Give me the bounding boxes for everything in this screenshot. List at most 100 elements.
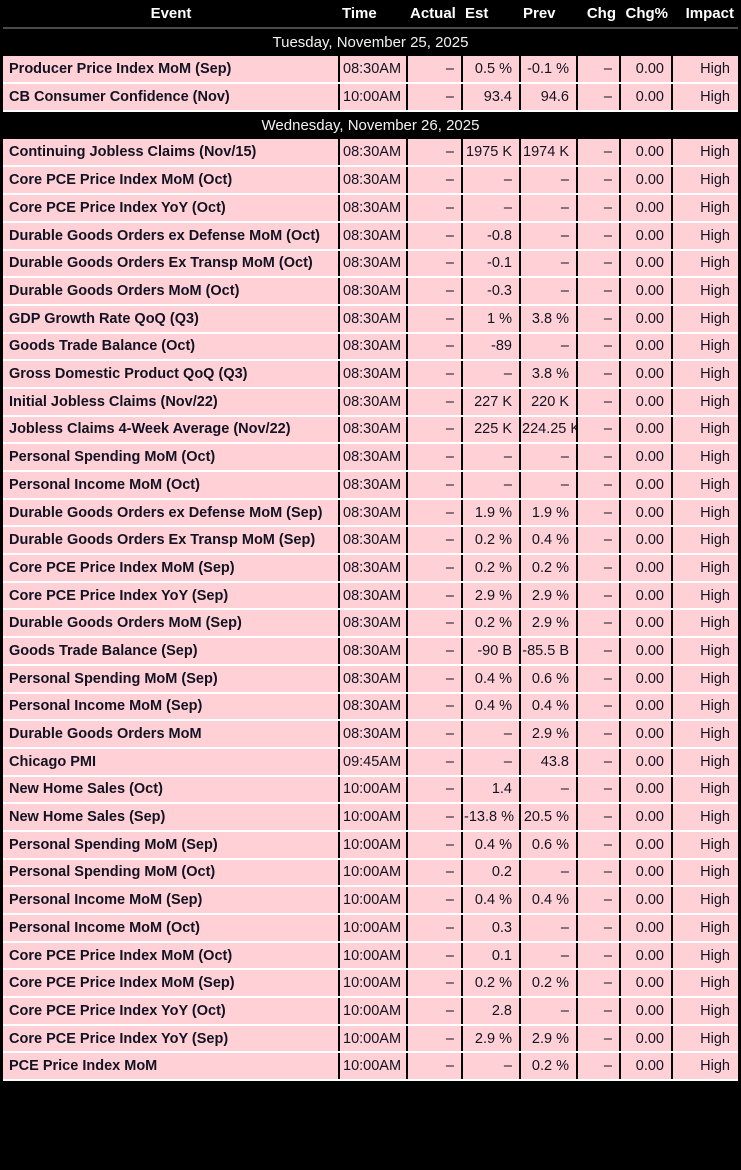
actual-cell: –: [407, 194, 463, 223]
time-cell: 10:00AM: [339, 941, 408, 971]
est-cell: -0.3: [462, 277, 521, 306]
chgpct-cell: 0.00: [620, 498, 673, 528]
actual-cell: –: [407, 1052, 463, 1082]
event-cell: Durable Goods Orders Ex Transp MoM (Oct): [3, 249, 340, 279]
est-cell: 0.1: [462, 941, 521, 971]
event-cell: Gross Domestic Product QoQ (Q3): [3, 360, 340, 389]
est-cell: 0.4 %: [462, 886, 521, 915]
event-cell: Initial Jobless Claims (Nov/22): [3, 387, 340, 417]
time-cell: 08:30AM: [339, 360, 408, 389]
actual-cell: –: [407, 443, 463, 472]
event-row: Goods Trade Balance (Oct) 08:30AM – -89 …: [3, 332, 738, 362]
actual-cell: –: [407, 747, 463, 777]
chg-cell: –: [577, 664, 621, 694]
est-cell: –: [462, 166, 521, 196]
chg-cell: –: [577, 415, 621, 445]
event-cell: Personal Income MoM (Oct): [3, 914, 340, 943]
chg-cell: –: [577, 692, 621, 722]
event-row: Continuing Jobless Claims (Nov/15) 08:30…: [3, 138, 738, 168]
event-row: Goods Trade Balance (Sep) 08:30AM – -90 …: [3, 637, 738, 666]
prev-cell: –: [520, 332, 578, 362]
time-cell: 08:30AM: [339, 526, 408, 556]
chgpct-cell: 0.00: [620, 1052, 673, 1082]
event-cell: Jobless Claims 4-Week Average (Nov/22): [3, 415, 340, 445]
event-row: Personal Spending MoM (Sep) 10:00AM – 0.…: [3, 830, 738, 860]
economic-calendar-table: Event Time Actual Est Prev Chg Chg% Impa…: [3, 0, 738, 1082]
event-cell: PCE Price Index MoM: [3, 1052, 340, 1082]
impact-cell: High: [672, 387, 738, 417]
actual-cell: –: [407, 360, 463, 389]
event-row: Durable Goods Orders ex Defense MoM (Sep…: [3, 498, 738, 528]
actual-cell: –: [407, 554, 463, 583]
time-cell: 08:30AM: [339, 554, 408, 583]
time-cell: 09:45AM: [339, 747, 408, 777]
time-cell: 08:30AM: [339, 387, 408, 417]
est-cell: 2.9 %: [462, 581, 521, 611]
prev-cell: –: [520, 194, 578, 223]
actual-cell: –: [407, 720, 463, 749]
prev-cell: 2.9 %: [520, 1024, 578, 1054]
time-cell: 10:00AM: [339, 914, 408, 943]
event-row: Personal Spending MoM (Oct) 10:00AM – 0.…: [3, 858, 738, 888]
est-cell: 225 K: [462, 415, 521, 445]
event-cell: Durable Goods Orders MoM (Oct): [3, 277, 340, 306]
impact-cell: High: [672, 83, 738, 113]
impact-cell: High: [672, 194, 738, 223]
actual-cell: –: [407, 277, 463, 306]
actual-cell: –: [407, 498, 463, 528]
event-cell: Core PCE Price Index MoM (Oct): [3, 166, 340, 196]
prev-cell: 94.6: [520, 83, 578, 113]
est-cell: 1.9 %: [462, 498, 521, 528]
event-row: Durable Goods Orders Ex Transp MoM (Sep)…: [3, 526, 738, 556]
chgpct-cell: 0.00: [620, 471, 673, 500]
chgpct-cell: 0.00: [620, 747, 673, 777]
impact-cell: High: [672, 609, 738, 639]
impact-cell: High: [672, 692, 738, 722]
actual-cell: –: [407, 664, 463, 694]
chgpct-cell: 0.00: [620, 914, 673, 943]
chgpct-cell: 0.00: [620, 166, 673, 196]
event-row: Durable Goods Orders Ex Transp MoM (Oct)…: [3, 249, 738, 279]
column-header-impact: Impact: [672, 0, 738, 29]
chgpct-cell: 0.00: [620, 581, 673, 611]
event-cell: Goods Trade Balance (Oct): [3, 332, 340, 362]
chg-cell: –: [577, 332, 621, 362]
impact-cell: High: [672, 803, 738, 832]
time-cell: 10:00AM: [339, 775, 408, 805]
impact-cell: High: [672, 55, 738, 85]
actual-cell: –: [407, 858, 463, 888]
impact-cell: High: [672, 1052, 738, 1082]
actual-cell: –: [407, 471, 463, 500]
column-header-actual: Actual: [407, 0, 462, 29]
prev-cell: 1.9 %: [520, 498, 578, 528]
event-cell: Core PCE Price Index MoM (Sep): [3, 554, 340, 583]
est-cell: -0.1: [462, 249, 521, 279]
event-cell: Core PCE Price Index MoM (Oct): [3, 941, 340, 971]
prev-cell: -0.1 %: [520, 55, 578, 85]
est-cell: 0.2 %: [462, 969, 521, 999]
prev-cell: -85.5 B: [520, 637, 578, 666]
chgpct-cell: 0.00: [620, 526, 673, 556]
event-cell: Personal Spending MoM (Sep): [3, 664, 340, 694]
time-cell: 10:00AM: [339, 886, 408, 915]
prev-cell: 43.8: [520, 747, 578, 777]
event-row: Core PCE Price Index MoM (Oct) 10:00AM –…: [3, 941, 738, 971]
prev-cell: 1974 K: [520, 138, 578, 168]
chg-cell: –: [577, 914, 621, 943]
chg-cell: –: [577, 277, 621, 306]
event-row: Core PCE Price Index YoY (Sep) 08:30AM –…: [3, 581, 738, 611]
event-row: Durable Goods Orders MoM (Sep) 08:30AM –…: [3, 609, 738, 639]
time-cell: 08:30AM: [339, 332, 408, 362]
chgpct-cell: 0.00: [620, 858, 673, 888]
prev-cell: 3.8 %: [520, 360, 578, 389]
time-cell: 08:30AM: [339, 609, 408, 639]
chg-cell: –: [577, 55, 621, 85]
chgpct-cell: 0.00: [620, 387, 673, 417]
event-cell: Durable Goods Orders MoM: [3, 720, 340, 749]
event-row: Personal Spending MoM (Oct) 08:30AM – – …: [3, 443, 738, 472]
time-cell: 08:30AM: [339, 720, 408, 749]
est-cell: 0.5 %: [462, 55, 521, 85]
event-cell: Personal Spending MoM (Oct): [3, 443, 340, 472]
chg-cell: –: [577, 803, 621, 832]
event-cell: GDP Growth Rate QoQ (Q3): [3, 304, 340, 334]
